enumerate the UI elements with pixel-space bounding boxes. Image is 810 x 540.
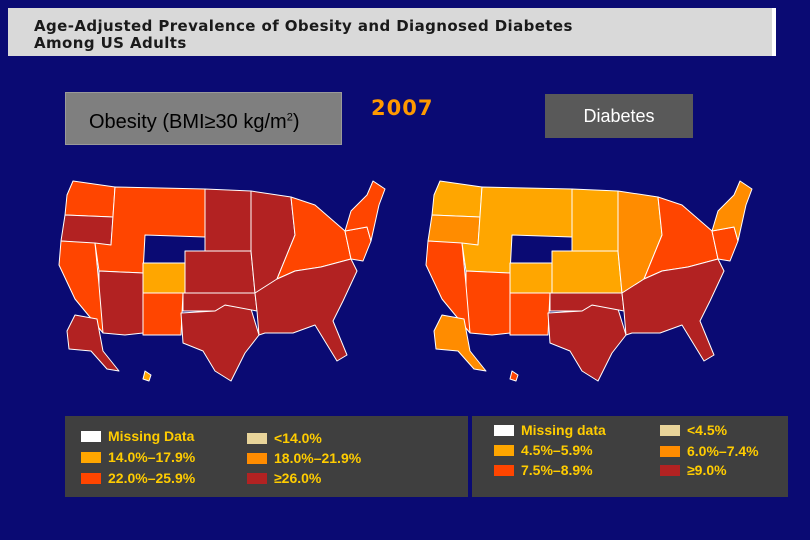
region-southeast [621, 258, 725, 362]
legend-label: 4.5%–5.9% [521, 442, 593, 458]
region-pacific-northwest [431, 180, 483, 218]
legend-label: <4.5% [687, 422, 728, 438]
region-new-mexico [142, 292, 184, 336]
legend-item: 22.0%–25.9% [81, 470, 195, 486]
region-oregon [427, 214, 481, 246]
region-oklahoma [549, 292, 625, 312]
legend-item: Missing data [494, 422, 606, 438]
region-southwest [98, 270, 144, 336]
legend-label: ≥26.0% [274, 470, 322, 486]
legend-label: ≥9.0% [687, 462, 727, 478]
title-line-1: Age-Adjusted Prevalence of Obesity and D… [34, 17, 573, 35]
legend-swatch [81, 451, 101, 463]
region-plains-central [551, 250, 623, 294]
obesity-panel-label: Obesity (BMI≥30 kg/m2) [65, 92, 342, 145]
legend-item: <4.5% [660, 422, 727, 438]
legend-label: Missing data [521, 422, 606, 438]
legend-swatch [81, 430, 101, 442]
region-colorado [142, 262, 186, 294]
legend-swatch [247, 472, 267, 484]
legend-swatch [660, 445, 680, 457]
obesity-label-superscript: 2 [286, 111, 293, 124]
region-texas [180, 304, 260, 382]
legend-item: 14.0%–17.9% [81, 449, 195, 465]
region-colorado [509, 262, 553, 294]
diabetes-legend: Missing data <4.5% 4.5%–5.9% 6.0%–7.4% 7… [472, 416, 788, 497]
legend-label: 7.5%–8.9% [521, 462, 593, 478]
region-texas [547, 304, 627, 382]
diabetes-panel-label: Diabetes [545, 94, 693, 138]
legend-item: 7.5%–8.9% [494, 462, 593, 478]
legend-label: Missing Data [108, 428, 195, 444]
legend-label: 14.0%–17.9% [108, 449, 196, 465]
legend-swatch [247, 432, 267, 444]
diabetes-us-map [425, 180, 753, 382]
title-bar: Age-Adjusted Prevalence of Obesity and D… [8, 8, 776, 56]
legend-item: 6.0%–7.4% [660, 443, 759, 459]
legend-swatch [660, 424, 680, 436]
legend-item: Missing Data [81, 428, 194, 444]
region-pacific-northwest [64, 180, 116, 218]
legend-item: ≥26.0% [247, 470, 321, 486]
region-northeast [344, 180, 386, 242]
region-hawaii [142, 370, 152, 382]
legend-item: 4.5%–5.9% [494, 442, 593, 458]
legend-swatch [494, 464, 514, 476]
legend-item: 18.0%–21.9% [247, 450, 361, 466]
obesity-us-map [58, 180, 386, 382]
legend-item: <14.0% [247, 430, 322, 446]
legend-item: ≥9.0% [660, 462, 727, 478]
title-line-2: Among US Adults [34, 34, 187, 52]
region-southeast [254, 258, 358, 362]
year-label: 2007 [371, 96, 434, 120]
legend-swatch [494, 444, 514, 456]
legend-swatch [81, 472, 101, 484]
region-southwest [465, 270, 511, 336]
legend-swatch [247, 452, 267, 464]
region-hawaii [509, 370, 519, 382]
region-plains-north [204, 188, 252, 252]
obesity-legend: Missing Data <14.0% 14.0%–17.9% 18.0%–21… [65, 416, 468, 497]
region-new-mexico [509, 292, 551, 336]
legend-label: 18.0%–21.9% [274, 450, 362, 466]
legend-swatch [494, 424, 514, 436]
region-northeast [711, 180, 753, 242]
region-plains-north [571, 188, 619, 252]
obesity-label-close: ) [292, 111, 300, 133]
obesity-label-text: Obesity (BMI≥30 kg/m [89, 111, 287, 133]
legend-label: <14.0% [274, 430, 322, 446]
chart-title: Age-Adjusted Prevalence of Obesity and D… [34, 18, 774, 52]
region-oregon [60, 214, 114, 246]
legend-label: 6.0%–7.4% [687, 443, 759, 459]
legend-label: 22.0%–25.9% [108, 470, 196, 486]
region-oklahoma [182, 292, 258, 312]
legend-swatch [660, 464, 680, 476]
region-alaska [433, 314, 487, 372]
region-alaska [66, 314, 120, 372]
region-plains-central [184, 250, 256, 294]
